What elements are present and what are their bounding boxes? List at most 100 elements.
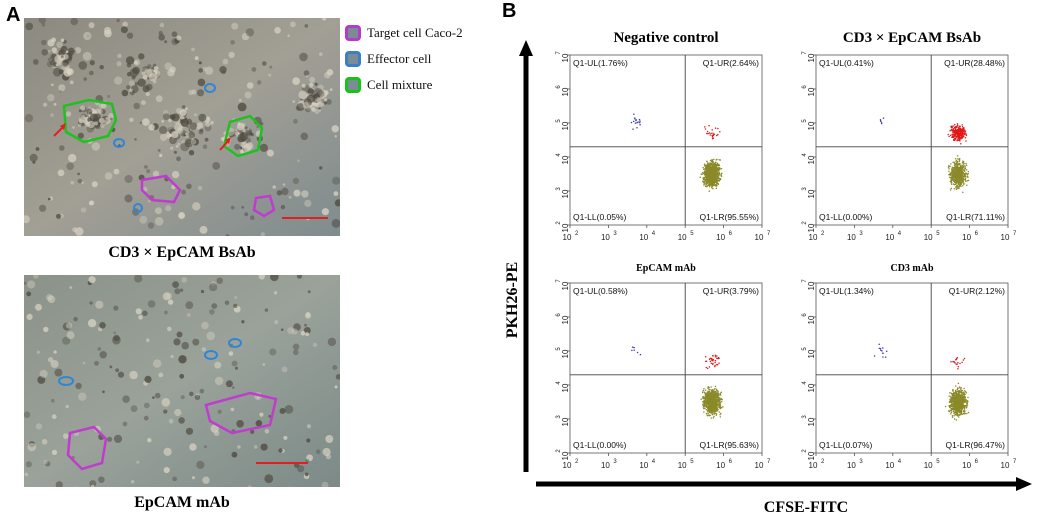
event-dot	[706, 414, 709, 417]
event-dot	[716, 357, 718, 360]
cell-speck	[171, 31, 178, 37]
event-dot	[879, 347, 882, 350]
event-dot	[705, 177, 708, 180]
cell-speck	[65, 404, 69, 409]
micrograph-epcam	[24, 275, 340, 487]
cell-speck	[212, 162, 221, 170]
event-dot	[718, 171, 720, 173]
cell-speck	[264, 474, 274, 484]
event-dot	[717, 399, 719, 401]
event-dot	[957, 368, 959, 370]
cell-speck	[283, 435, 288, 440]
event-dot	[706, 393, 709, 396]
cell-speck	[188, 89, 194, 96]
event-dot	[956, 139, 958, 142]
x-tick-exponent: 7	[767, 459, 771, 465]
cell-speck	[321, 481, 329, 487]
cell-speck	[139, 215, 148, 224]
event-dot	[715, 185, 718, 187]
event-dot	[952, 403, 954, 405]
cell-speck	[158, 34, 165, 41]
cell-speck	[33, 275, 39, 279]
event-dot	[959, 166, 962, 169]
cell-speck	[51, 449, 58, 455]
cell-speck	[293, 349, 299, 356]
legend: Target cell Caco-2 Effector cell Cell mi…	[345, 20, 495, 98]
event-dot	[705, 398, 707, 401]
event-dot	[959, 125, 961, 128]
cell-speck	[312, 342, 318, 348]
quadrant-label-ul: Q1-UL(1.34%)	[819, 286, 874, 296]
event-dot	[713, 407, 716, 409]
event-dot	[957, 174, 959, 176]
cell-speck	[236, 420, 244, 428]
event-dot	[879, 119, 882, 121]
event-dot	[706, 391, 709, 394]
event-dot	[958, 132, 960, 135]
effector-cell-outline	[113, 138, 125, 148]
cell-speck	[126, 63, 132, 68]
event-dot	[712, 132, 714, 135]
cell-speck	[126, 85, 131, 90]
cell-speck	[170, 146, 174, 150]
event-dot	[709, 165, 711, 168]
x-tick-exponent: 4	[898, 459, 902, 465]
event-dot	[708, 132, 711, 134]
event-dot	[715, 393, 718, 395]
y-tick-label: 10	[561, 53, 570, 62]
event-dot	[964, 179, 967, 181]
cell-speck	[78, 118, 84, 124]
cell-speck	[155, 95, 163, 103]
event-dot	[966, 405, 968, 408]
cell-speck	[66, 162, 74, 171]
cell-speck	[69, 286, 73, 289]
cell-speck	[83, 77, 87, 81]
x-tick-exponent: 3	[613, 231, 617, 237]
cell-speck	[234, 296, 238, 299]
cell-speck	[98, 109, 104, 114]
event-dot	[704, 389, 707, 391]
event-dot	[954, 128, 957, 130]
event-dot	[959, 132, 962, 134]
cell-speck	[196, 126, 200, 130]
event-dot	[953, 123, 956, 126]
cell-speck	[327, 337, 337, 347]
y-tick-exponent: 7	[556, 51, 562, 55]
cell-speck	[241, 32, 250, 41]
event-dot	[955, 385, 957, 387]
plot-frame	[815, 282, 1009, 454]
cell-speck	[35, 147, 40, 151]
event-dot	[956, 166, 959, 168]
event-dot	[955, 188, 958, 191]
x-tick-exponent: 5	[936, 231, 940, 237]
cell-speck	[152, 396, 155, 399]
cell-speck	[122, 21, 128, 28]
event-dot	[717, 133, 719, 136]
cell-speck	[63, 433, 69, 439]
event-dot	[704, 355, 707, 358]
event-dot	[963, 408, 966, 410]
y-tick-label: 10	[561, 281, 570, 290]
event-dot	[951, 400, 954, 403]
cell-speck	[272, 185, 276, 189]
event-dot	[957, 399, 959, 402]
event-dot	[953, 183, 956, 186]
event-dot	[956, 390, 959, 393]
event-dot	[708, 388, 710, 390]
event-dot	[707, 400, 710, 402]
cell-speck	[25, 461, 32, 468]
cell-speck	[184, 139, 193, 148]
event-dot	[706, 403, 708, 406]
cell-speck	[88, 276, 96, 284]
event-dot	[704, 180, 706, 182]
event-dot	[950, 187, 953, 190]
cell-speck	[247, 485, 252, 487]
cell-speck	[307, 94, 316, 103]
cell-speck	[160, 133, 168, 141]
effector-cell-outline	[204, 350, 218, 360]
event-dot	[700, 173, 702, 175]
event-dot	[712, 187, 714, 190]
cell-speck	[225, 234, 230, 236]
event-dot	[947, 133, 949, 136]
event-dot	[716, 355, 718, 357]
